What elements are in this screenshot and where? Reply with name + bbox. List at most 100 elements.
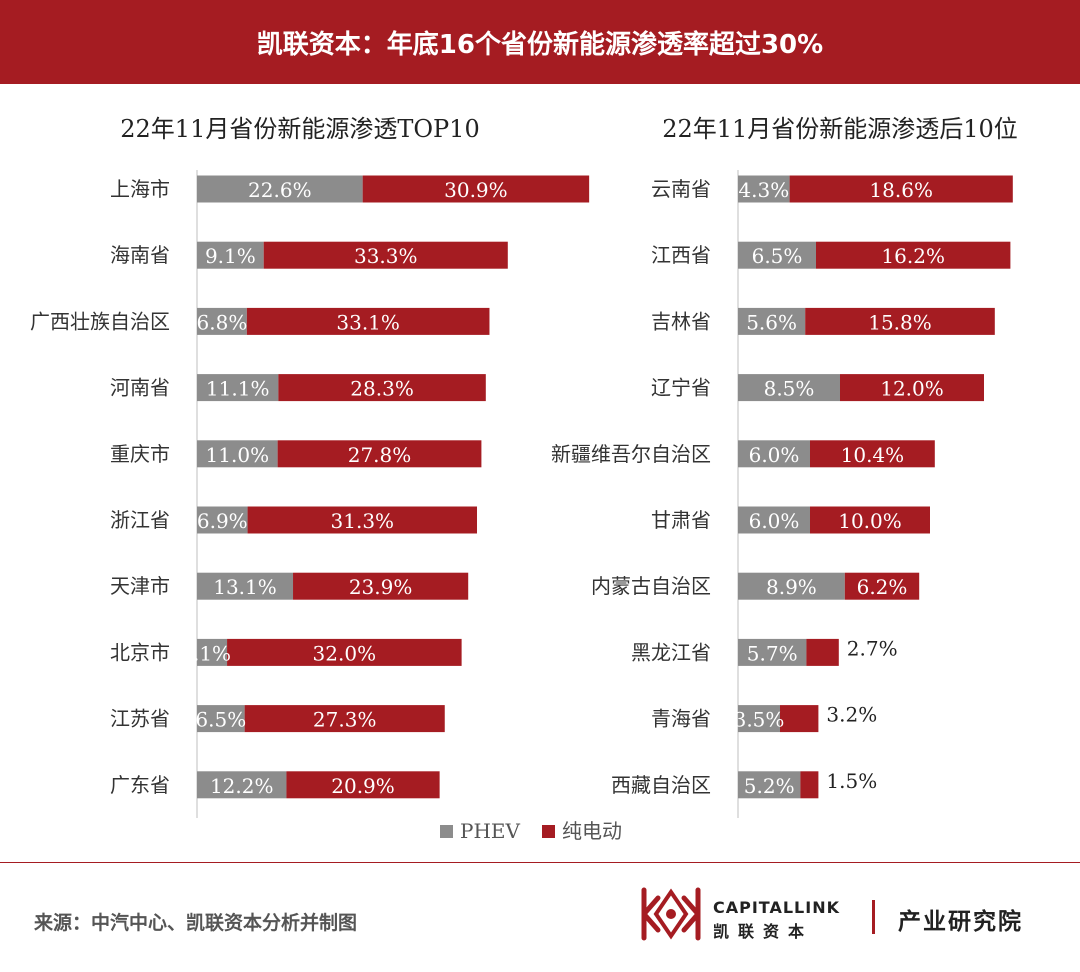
left-label-phev: 9.1% xyxy=(205,244,256,268)
left-bar-phev xyxy=(197,638,228,666)
right-bar-phev xyxy=(738,638,807,666)
right-bar-ev xyxy=(816,241,1011,269)
legend-label-phev: PHEV xyxy=(460,819,520,843)
right-bar-ev xyxy=(800,771,819,799)
right-category-label: 江西省 xyxy=(651,243,711,267)
chart-area: 22年11月省份新能源渗透TOP10 上海市 22.6% 30.9% 海南省 9.1% 33… xyxy=(30,115,1018,843)
left-bar-ev xyxy=(362,175,590,203)
left-label-phev: 6.9% xyxy=(197,509,248,533)
right-bar-ev xyxy=(844,572,920,600)
right-bar-ev xyxy=(789,175,1013,203)
left-bar-ev xyxy=(244,705,445,733)
source-note: 来源：中汽中心、凯联资本分析并制图 xyxy=(34,912,358,934)
right-bar-phev xyxy=(738,771,801,799)
right-label-phev: 5.2% xyxy=(744,774,795,798)
left-category-label: 广东省 xyxy=(110,773,170,797)
left-chart-top10: 22年11月省份新能源渗透TOP10 上海市 22.6% 30.9% 海南省 9.1% 33… xyxy=(30,115,590,818)
right-bar-phev xyxy=(738,572,845,600)
right-chart-title: 22年11月省份新能源渗透后10位 xyxy=(662,115,1018,143)
right-label-ev: 18.6% xyxy=(869,178,933,202)
right-category-label: 西藏自治区 xyxy=(611,773,711,797)
left-label-ev: 33.1% xyxy=(336,310,400,334)
right-category-label: 吉林省 xyxy=(651,309,711,333)
left-label-phev: .1% xyxy=(193,641,231,665)
left-label-ev: 27.3% xyxy=(313,708,377,732)
left-bar-phev xyxy=(197,175,363,203)
right-label-phev: 4.3% xyxy=(738,178,789,202)
right-label-ev: 15.8% xyxy=(868,310,932,334)
right-category-label: 甘肃省 xyxy=(651,508,711,532)
left-label-ev: 32.0% xyxy=(313,641,377,665)
right-label-ev: 2.7% xyxy=(847,636,898,660)
right-bar-phev xyxy=(738,440,810,468)
legend-swatch-phev xyxy=(440,825,453,838)
right-label-phev: 6.0% xyxy=(749,509,800,533)
left-bar-ev xyxy=(293,572,469,600)
left-label-phev: 6.5% xyxy=(195,708,246,732)
right-label-ev: 10.0% xyxy=(838,509,902,533)
left-label-ev: 20.9% xyxy=(331,774,395,798)
left-bar-ev xyxy=(286,771,440,799)
right-bar-ev xyxy=(810,440,935,468)
right-category-label: 黑龙江省 xyxy=(631,640,711,664)
left-category-label: 北京市 xyxy=(110,640,170,664)
left-category-label: 河南省 xyxy=(110,376,170,400)
right-bar-phev xyxy=(738,506,810,534)
brand-name-en: CAPITALLINK xyxy=(713,898,840,917)
footer-divider xyxy=(0,862,1080,863)
left-chart-title: 22年11月省份新能源渗透TOP10 xyxy=(120,115,479,143)
page-title: 凯联资本：年底16个省份新能源渗透率超过30% xyxy=(0,0,1080,84)
left-label-phev: 12.2% xyxy=(210,774,274,798)
left-label-ev: 23.9% xyxy=(349,575,413,599)
right-label-ev: 12.0% xyxy=(880,377,944,401)
right-label-ev: 10.4% xyxy=(841,443,905,467)
right-label-phev: 5.6% xyxy=(746,310,797,334)
legend-label-ev: 纯电动 xyxy=(562,819,622,843)
right-bar-phev xyxy=(738,241,816,269)
left-bar-phev xyxy=(197,705,245,733)
left-category-label: 海南省 xyxy=(110,243,170,267)
left-label-ev: 27.8% xyxy=(348,443,412,467)
left-bar-ev xyxy=(263,241,508,269)
right-category-label: 云南省 xyxy=(651,177,711,201)
capitallink-logo-icon xyxy=(641,887,701,941)
left-label-phev: 22.6% xyxy=(248,178,312,202)
right-bar-phev xyxy=(738,175,790,203)
right-bar-phev xyxy=(738,705,780,733)
left-bar-phev xyxy=(197,771,287,799)
right-label-phev: 8.9% xyxy=(766,575,817,599)
brand-separator xyxy=(872,900,875,934)
right-label-phev: 6.0% xyxy=(749,443,800,467)
right-label-phev: 5.7% xyxy=(747,641,798,665)
left-label-ev: 28.3% xyxy=(350,377,414,401)
right-category-label: 新疆维吾尔自治区 xyxy=(551,442,711,466)
right-category-label: 辽宁省 xyxy=(651,376,711,400)
left-bar-ev xyxy=(277,440,482,468)
left-category-label: 重庆市 xyxy=(110,442,170,466)
right-bar-phev xyxy=(738,307,806,335)
right-bar-ev xyxy=(840,374,984,402)
left-category-label: 浙江省 xyxy=(110,508,170,532)
left-label-phev: 11.1% xyxy=(206,377,270,401)
right-label-ev: 3.2% xyxy=(826,703,877,727)
right-bar-ev xyxy=(805,307,995,335)
left-label-phev: 13.1% xyxy=(213,575,277,599)
right-bar-ev xyxy=(810,506,930,534)
left-label-phev: 11.0% xyxy=(206,443,270,467)
right-label-phev: 6.5% xyxy=(752,244,803,268)
left-category-label: 天津市 xyxy=(110,574,170,598)
right-bar-ev xyxy=(780,705,819,733)
left-bar-ev xyxy=(278,374,486,402)
right-label-phev: 3.5% xyxy=(734,708,785,732)
left-bar-phev xyxy=(197,572,294,600)
left-bar-ev xyxy=(247,506,478,534)
institute-name: 产业研究院 xyxy=(898,909,1023,935)
brand-name-cn: 凯联资本 xyxy=(713,922,814,941)
right-bar-phev xyxy=(738,374,840,402)
left-label-ev: 33.3% xyxy=(354,244,418,268)
right-label-ev: 16.2% xyxy=(881,244,945,268)
left-bar-ev xyxy=(246,307,490,335)
left-category-label: 上海市 xyxy=(110,177,170,201)
left-bar-ev xyxy=(227,638,462,666)
